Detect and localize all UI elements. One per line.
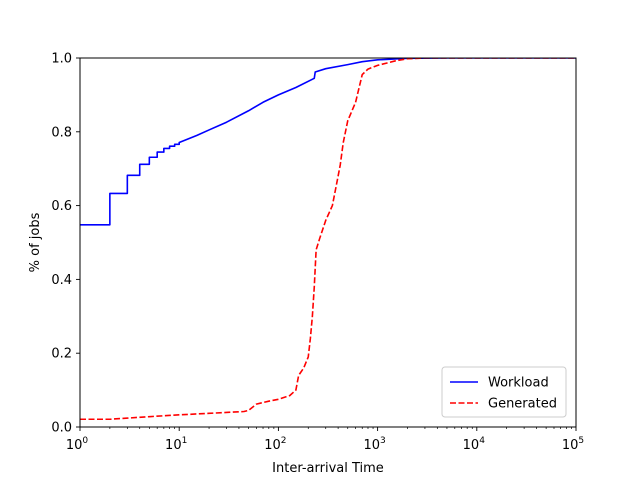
legend-box: [441, 366, 567, 418]
y-axis-label: % of jobs: [28, 212, 43, 272]
x-axis-ticks: 100 101 102 103 104 105: [66, 427, 584, 453]
y-tick-label: 0.2: [51, 347, 72, 362]
x-tick-label: 101: [165, 436, 187, 453]
x-tick-label: 100: [66, 436, 89, 453]
legend-label-generated: Generated: [488, 397, 557, 412]
y-axis-ticks: 0.0 0.2 0.4 0.6 0.8 1.0: [51, 52, 80, 436]
x-tick-label: 105: [562, 436, 584, 453]
x-tick-label: 104: [463, 436, 486, 453]
y-tick-label: 0.0: [51, 421, 72, 436]
series-line-workload: [80, 58, 576, 226]
series-line-generated: [80, 58, 576, 421]
y-tick-label: 0.8: [51, 125, 72, 140]
y-tick-label: 0.6: [51, 199, 72, 214]
legend: Workload Generated: [441, 366, 567, 418]
legend-label-workload: Workload: [488, 376, 549, 391]
x-axis-label: Inter-arrival Time: [272, 461, 384, 476]
y-tick-label: 1.0: [51, 52, 72, 67]
axes-frame: [79, 57, 577, 428]
series-layer: [80, 58, 576, 421]
y-tick-label: 0.4: [51, 273, 72, 288]
x-tick-label: 103: [363, 436, 385, 453]
x-tick-label: 102: [264, 436, 286, 453]
